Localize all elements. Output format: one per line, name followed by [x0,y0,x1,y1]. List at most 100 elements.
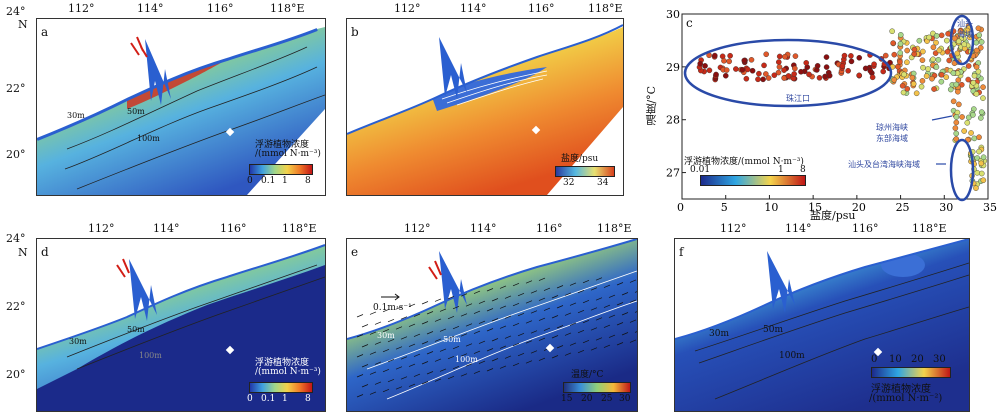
scatter-point [959,114,965,120]
scatter-point [930,56,936,63]
x-tick-label: 30 [939,201,953,214]
scatter-point [771,72,778,79]
scatter-point [954,50,961,57]
current-vector [447,315,455,320]
lat-tick-a-24: 24° [6,5,26,18]
scatter-point [776,64,783,70]
scatter-point [880,68,887,75]
current-vector [408,303,416,307]
current-vector [395,366,403,370]
current-vector [356,374,364,378]
scatter-point [856,54,863,61]
current-vector [478,300,486,304]
cb-tick-d-3: 8 [305,394,311,404]
scatter-point [970,112,976,118]
current-vector [608,294,616,298]
current-vector [434,298,442,302]
current-vector [608,334,616,338]
lat-n-d: N [18,246,28,259]
current-vector [621,292,629,296]
current-vector [577,309,585,314]
scatter-point [973,47,980,54]
current-vector [556,285,564,289]
current-vector [374,381,382,385]
lon-tick-b-114: 114° [460,2,487,15]
scatter-point [930,44,937,51]
scatter-point [904,86,911,92]
current-vector [374,341,382,345]
current-vector [413,373,421,377]
current-vector [551,355,559,359]
scatter-point [895,63,901,70]
cb-tick-a-0: 0 [247,176,253,186]
current-vector [465,323,473,327]
current-vector [569,342,577,346]
contour-label-a-100m: 100m [137,134,160,143]
lon-tick-e-112: 112° [404,222,431,235]
current-vector [408,343,416,347]
panel-letter-d: d [41,245,49,259]
scatter-point [929,75,935,82]
current-vector [556,325,564,329]
scatter-point [803,60,810,66]
scatter-point [776,53,783,60]
panel-letter-f: f [679,245,684,259]
scatter-point [897,50,904,56]
current-vector [499,325,507,329]
current-vector [564,312,572,316]
current-vector [538,357,546,361]
lon-tick-e-118: 118°E [597,222,632,235]
current-vector [582,299,590,304]
current-vector [400,316,408,320]
current-vector [603,324,611,328]
contour-label-f-30m: 30m [709,329,729,339]
scatter-point [733,66,739,72]
scatter-point [936,47,943,54]
scatter-point [897,59,903,65]
current-vector [465,363,473,367]
current-vector [400,336,408,340]
current-vector [525,300,533,304]
scatter-point [953,81,960,88]
current-vector [434,338,442,342]
cb-tick-d-0: 0 [247,394,253,404]
current-vector [460,333,468,337]
scatter-point [910,81,917,87]
scatter-point [744,66,751,73]
cb-tick-b-0: 32 [563,178,575,188]
cb-tick-d-2: 1 [282,394,288,404]
map-e-svg [347,239,637,411]
scatter-point [945,30,951,37]
cb-tick-e-0: 15 [561,394,573,404]
current-vector [564,292,572,296]
current-vector [569,282,577,286]
scatter-point [722,72,729,79]
current-vector [530,330,538,334]
current-vector [634,311,637,313]
scatter-point [932,50,939,56]
current-vector [582,279,590,284]
current-vector [634,331,637,333]
colorbar-c [700,175,806,186]
current-vector [369,371,377,375]
current-vector [439,348,447,352]
scatter-point [712,52,718,59]
scatter-point [933,33,940,39]
panel-letter-b: b [351,25,359,39]
current-vector [486,368,494,372]
scatter-point [904,47,910,54]
colorbar-title-d-1: 浮游植物浓度 [255,358,310,368]
current-vector [616,322,624,326]
scatter-point [899,83,906,89]
current-vector [465,343,473,347]
cb-tick-c-1: 1 [778,165,784,175]
current-vector [564,352,572,356]
current-vector [387,338,395,343]
scatter-point [791,71,797,77]
cb-tick-e-1: 20 [581,394,593,404]
lon-tick-a-112: 112° [68,2,95,15]
scatter-point [938,71,945,78]
scatter-point [841,52,848,59]
scatter-point [782,53,788,60]
cb-tick-c-2: 8 [800,165,806,175]
